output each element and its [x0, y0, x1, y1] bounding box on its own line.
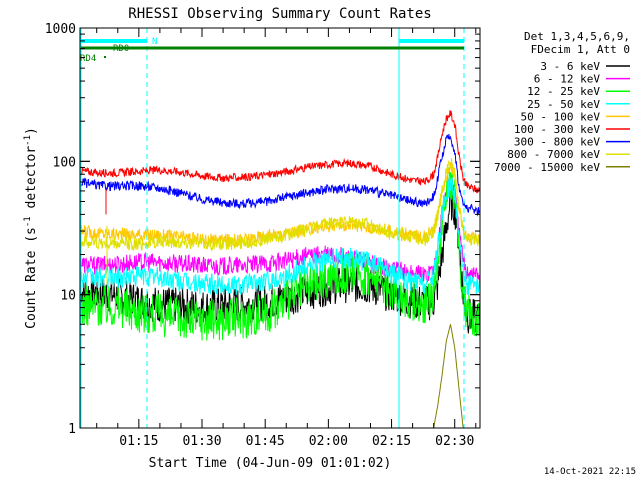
flag-label-n: N	[152, 37, 157, 47]
y-tick-label: 1	[68, 422, 76, 437]
series-300to800kev	[79, 133, 481, 217]
x-tick-label: 02:00	[309, 434, 348, 449]
legend-label: 300 - 800 keV	[514, 136, 600, 149]
plot-frame	[79, 27, 481, 429]
legend-label: 100 - 300 keV	[514, 123, 600, 136]
series-100to300kev	[79, 110, 481, 194]
flag-label-rd4: RD4	[80, 54, 96, 64]
x-tick-label: 02:15	[372, 434, 411, 449]
legend-label: 12 - 25 keV	[527, 85, 600, 98]
series-line	[79, 110, 481, 194]
legend-label: 6 - 12 keV	[534, 73, 601, 86]
series-line	[79, 133, 481, 217]
series-layer	[79, 110, 481, 429]
x-tick-label: 02:30	[435, 434, 474, 449]
series-line	[79, 157, 481, 252]
flag-bar-rd4	[104, 56, 106, 58]
y-tick-label: 10	[60, 289, 76, 304]
series-line	[79, 167, 481, 341]
y-axis-label: Count Rate (s-1 detector-1)	[23, 127, 39, 329]
chart-title: RHESSI Observing Summary Count Rates	[128, 6, 431, 22]
footer-timestamp: 14-Oct-2021 22:15	[544, 467, 636, 477]
y-tick-label: 100	[53, 155, 76, 170]
series-7000to15000kev	[433, 324, 464, 429]
x-tick-label: 01:30	[182, 434, 221, 449]
series-6to12kev	[79, 173, 481, 283]
series-line	[433, 324, 464, 429]
x-tick-label: 01:45	[246, 434, 285, 449]
flag-label-rd0: RD0	[113, 44, 129, 54]
legend: Det 1,3,4,5,6,9,FDecim 1, Att 0 3 - 6 keV…	[494, 30, 630, 174]
x-tick-label: 01:15	[119, 434, 158, 449]
legend-header-line: Det 1,3,4,5,6,9,	[524, 30, 630, 43]
legend-label: 3 - 6 keV	[540, 60, 600, 73]
x-axis-label: Start Time (04-Jun-09 01:01:02)	[149, 456, 392, 471]
legend-label: 50 - 100 keV	[521, 110, 601, 123]
series-line	[79, 173, 481, 283]
axes-layer: N RD0 RD4 1 10 100 1000 01:15 01:30 01:45 02:00 02:…	[45, 22, 481, 449]
legend-header-line: FDecim 1, Att 0	[531, 43, 630, 56]
series-12to25kev	[79, 167, 481, 341]
series-800to7000kev	[79, 157, 481, 252]
legend-label: 7000 - 15000 keV	[494, 161, 600, 174]
y-tick-label: 1000	[45, 22, 76, 37]
legend-label: 800 - 7000 keV	[507, 148, 600, 161]
legend-label: 25 - 50 keV	[527, 98, 600, 111]
